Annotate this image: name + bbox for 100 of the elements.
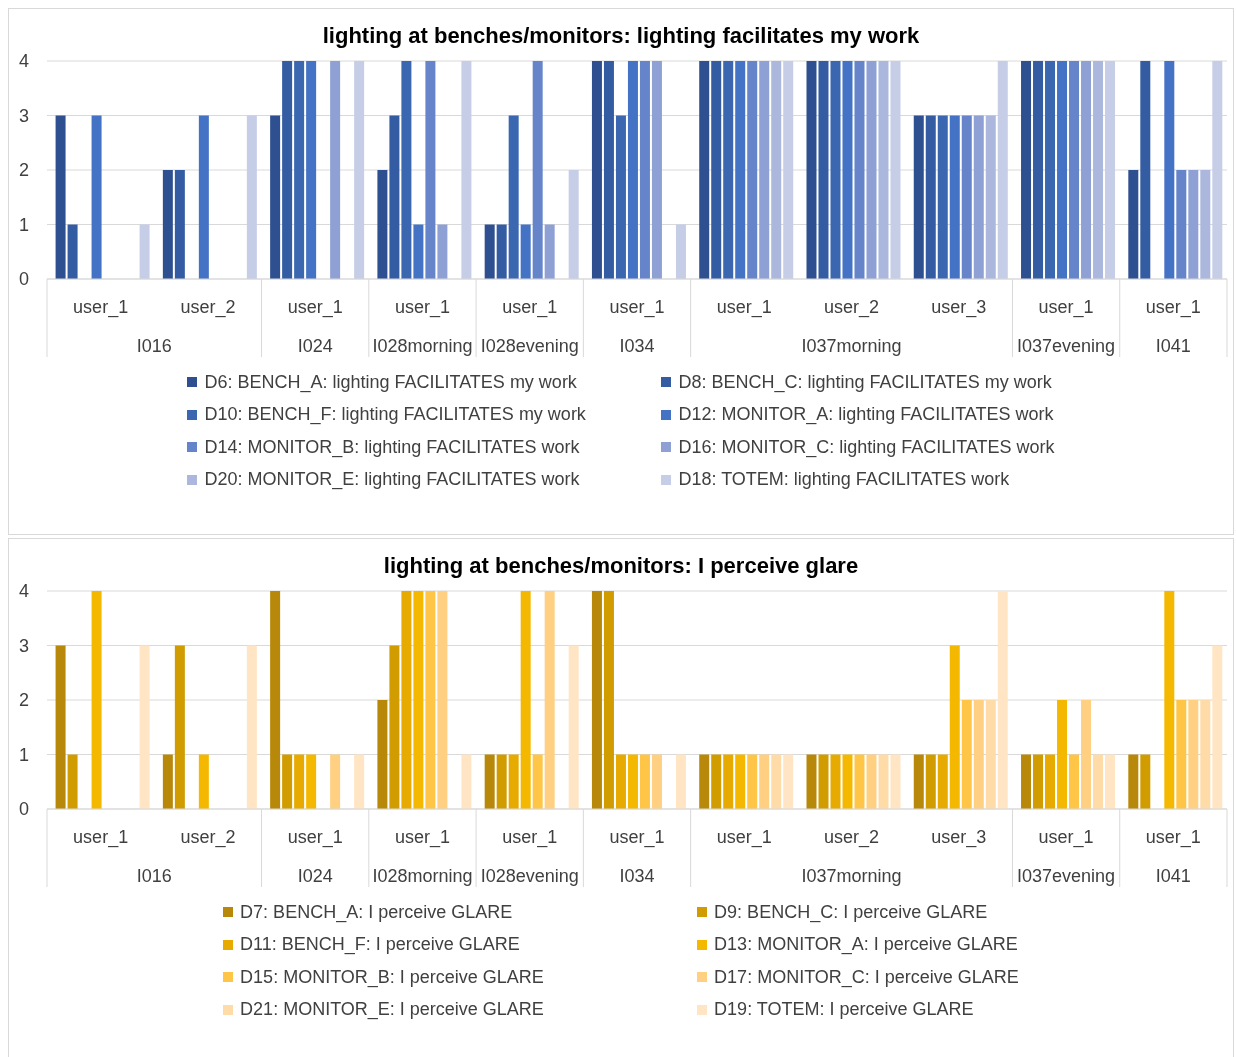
bar [294,754,305,809]
bar [639,61,650,279]
legend-label: D8: BENCH_C: lighting FACILITATES my work [678,371,1052,393]
legend-label: D16: MONITOR_C: lighting FACILITATES work [678,436,1055,458]
bar [675,224,686,279]
legend-label: D19: TOTEM: I perceive GLARE [714,999,974,1021]
bar [1021,61,1032,279]
bar [759,754,770,809]
bar [830,754,841,809]
bar [591,61,602,279]
bar [1081,61,1092,279]
bar [1164,591,1175,809]
bar [1093,61,1104,279]
bar [985,115,996,279]
bar [783,754,794,809]
x-tick-label: user_1 [716,827,772,848]
bar [496,224,507,279]
bar [711,61,722,279]
bar [55,115,66,279]
y-tick-label: 0 [18,269,29,290]
legend-label: D11: BENCH_F: I perceive GLARE [240,934,520,956]
bar [1069,61,1080,279]
bar [1128,170,1139,279]
bar [997,61,1008,279]
bar [67,224,78,279]
bar [759,61,770,279]
bar [627,61,638,279]
bar [747,754,758,809]
bar [67,754,78,809]
bar [854,61,865,279]
y-tick-label: 1 [18,744,29,765]
bar [270,591,281,809]
bar [401,61,412,279]
bar [198,115,209,279]
legend-label: D14: MONITOR_B: lighting FACILITATES work [204,436,580,458]
bar [806,754,817,809]
bar [913,115,924,279]
bar [1128,754,1139,809]
bar [735,754,746,809]
legend-label: D17: MONITOR_C: I perceive GLARE [714,966,1019,988]
bar [771,61,782,279]
bar [1105,754,1116,809]
x-tick-label: user_3 [931,827,987,848]
bar [568,170,579,279]
bar [330,754,341,809]
bar [282,754,293,809]
x-tick-label: user_1 I028morning [372,297,473,356]
bar [377,170,388,279]
bar [1045,754,1056,809]
bar [925,115,936,279]
bar [961,115,972,279]
x-tick-label: user_1 I016 [73,297,172,356]
legend-label: D6: BENCH_A: lighting FACILITATES my work [204,371,577,393]
legend-label: D7: BENCH_A: I perceive GLARE [240,901,513,923]
bar [723,754,734,809]
legend-label: D9: BENCH_C: I perceive GLARE [714,901,988,923]
bar [532,754,543,809]
x-tick-label: user_3 [931,297,987,318]
x-tick-label: user_1 I041 [1145,827,1201,886]
y-tick-label: 1 [18,214,29,235]
x-tick-label: user_1 I024 [287,297,343,356]
bar [1188,170,1199,279]
bar [520,591,531,809]
bar [437,591,448,809]
bar [699,754,710,809]
bar [937,754,948,809]
bar [306,754,317,809]
bar [961,700,972,809]
bar [484,754,495,809]
bar [1200,700,1211,809]
bar [162,170,173,279]
bar [306,61,317,279]
bar [1033,754,1044,809]
bar [389,115,400,279]
y-tick-label: 2 [18,690,29,711]
bar [675,754,686,809]
legend-label: D21: MONITOR_E: I perceive GLARE [240,999,544,1021]
bar [330,61,341,279]
bar [437,224,448,279]
bar [389,645,400,809]
bar [651,61,662,279]
bar [1212,61,1223,279]
bar [1176,170,1187,279]
legend-label: D15: MONITOR_B: I perceive GLARE [240,966,544,988]
bar [997,591,1008,809]
bar [783,61,794,279]
x-tick-label: user_1 I034 [609,297,665,356]
legend-label: D18: TOTEM: lighting FACILITATES work [678,469,1010,491]
bar [890,754,901,809]
bar [1212,645,1223,809]
legend-label: D20: MONITOR_E: lighting FACILITATES work [204,469,580,491]
bar [174,170,185,279]
y-tick-label: 3 [18,635,29,656]
bar [544,224,555,279]
bar [294,61,305,279]
bar [413,591,424,809]
bar [830,61,841,279]
bar [484,224,495,279]
x-tick-label: user_1 I034 [609,827,665,886]
bar [377,700,388,809]
